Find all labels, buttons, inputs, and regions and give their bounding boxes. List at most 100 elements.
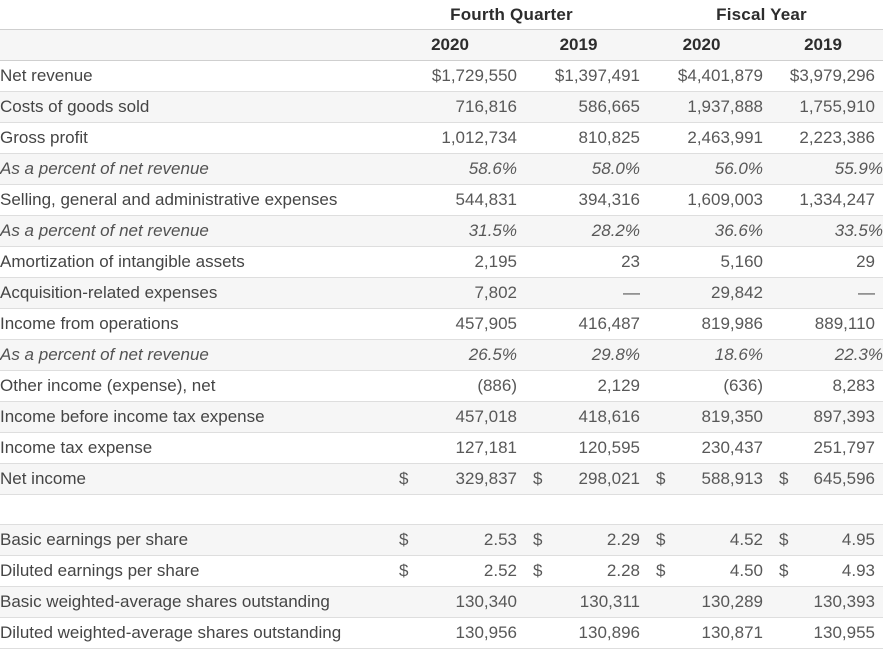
table-row: Selling, general and administrative expe… [0, 184, 883, 216]
value-cell: 1,937,888 [640, 91, 763, 123]
table-row: Gross profit 1,012,734 810,825 2,463,991 2,2… [0, 122, 883, 154]
value-cell: 2,129 [517, 370, 640, 402]
value-cell: 230,437 [640, 432, 763, 464]
currency-symbol: $ [656, 530, 666, 549]
row-label: Net income [0, 463, 383, 495]
currency-symbol: $ [779, 561, 789, 580]
value-cell: $645,596 [763, 463, 883, 495]
cell-value: 4.52 [729, 530, 763, 549]
value-cell: $329,837 [383, 463, 517, 495]
cell-value: 329,837 [455, 469, 517, 488]
table-row: Diluted earnings per share $2.52 $2.28 $4.5… [0, 555, 883, 587]
column-group-header-row: Fourth Quarter Fiscal Year [0, 0, 883, 30]
value-cell: 2,195 [383, 246, 517, 278]
value-cell: 457,905 [383, 308, 517, 340]
value-cell: 29.8% [517, 339, 640, 371]
value-cell: 130,955 [763, 617, 883, 649]
row-label: Diluted earnings per share [0, 555, 383, 587]
value-cell: 22.3% [763, 339, 883, 371]
currency-symbol: $ [779, 469, 789, 488]
value-cell: 586,665 [517, 91, 640, 123]
row-label: As a percent of net revenue [0, 153, 383, 185]
currency-symbol: $ [656, 469, 666, 488]
value-cell: 1,609,003 [640, 184, 763, 216]
table-row: As a percent of net revenue 26.5% 29.8% 18.… [0, 339, 883, 371]
value-cell: 26.5% [383, 339, 517, 371]
value-cell: 544,831 [383, 184, 517, 216]
value-cell: 127,181 [383, 432, 517, 464]
value-cell: 28.2% [517, 215, 640, 247]
row-label: Basic weighted-average shares outstandin… [0, 586, 383, 618]
value-cell: 418,616 [517, 401, 640, 433]
value-cell: 58.6% [383, 153, 517, 185]
spacer-cell [0, 494, 883, 525]
value-cell: $588,913 [640, 463, 763, 495]
value-cell: (886) [383, 370, 517, 402]
table-row: Other income (expense), net (886) 2,129 (63… [0, 370, 883, 402]
cell-value: 2.52 [483, 561, 517, 580]
table-row: Net income $329,837 $298,021 $588,913 $645,5… [0, 463, 883, 495]
row-label: Income before income tax expense [0, 401, 383, 433]
value-cell: 2,223,386 [763, 122, 883, 154]
row-label: Gross profit [0, 122, 383, 154]
row-label: Diluted weighted-average shares outstand… [0, 617, 383, 649]
value-cell: $4.50 [640, 555, 763, 587]
value-cell: 2,463,991 [640, 122, 763, 154]
row-label: Acquisition-related expenses [0, 277, 383, 309]
currency-symbol: $ [533, 530, 543, 549]
cell-value: 645,596 [813, 469, 875, 488]
year-header-fy-2020: 2020 [640, 29, 763, 61]
value-cell: (636) [640, 370, 763, 402]
value-cell: 897,393 [763, 401, 883, 433]
value-cell: 716,816 [383, 91, 517, 123]
row-label: Basic earnings per share [0, 524, 383, 556]
value-cell: 36.6% [640, 215, 763, 247]
value-cell: $4.95 [763, 524, 883, 556]
value-cell: 819,986 [640, 308, 763, 340]
value-cell: $2.53 [383, 524, 517, 556]
value-cell: 130,311 [517, 586, 640, 618]
value-cell: 457,018 [383, 401, 517, 433]
value-cell: 18.6% [640, 339, 763, 371]
cell-value: 2.29 [606, 530, 640, 549]
value-cell: 29,842 [640, 277, 763, 309]
value-cell: $298,021 [517, 463, 640, 495]
row-label: Net revenue [0, 60, 383, 92]
currency-symbol: $ [399, 469, 409, 488]
table-row: As a percent of net revenue 58.6% 58.0% 56.… [0, 153, 883, 185]
cell-value: 2.28 [606, 561, 640, 580]
value-cell: 394,316 [517, 184, 640, 216]
value-cell: 889,110 [763, 308, 883, 340]
value-cell: 416,487 [517, 308, 640, 340]
currency-symbol: $ [656, 561, 666, 580]
spacer-row [0, 494, 883, 525]
cell-value: 2.53 [483, 530, 517, 549]
row-label: As a percent of net revenue [0, 215, 383, 247]
value-cell: 1,334,247 [763, 184, 883, 216]
table-row: Amortization of intangible assets 2,195 23… [0, 246, 883, 278]
value-cell: 58.0% [517, 153, 640, 185]
table-row: Net revenue $1,729,550 $1,397,491 $4,401,87… [0, 60, 883, 92]
value-cell: 819,350 [640, 401, 763, 433]
row-label: Other income (expense), net [0, 370, 383, 402]
value-cell: 1,755,910 [763, 91, 883, 123]
cell-value: 4.50 [729, 561, 763, 580]
table-row: Income before income tax expense 457,018 4… [0, 401, 883, 433]
value-cell: 130,871 [640, 617, 763, 649]
value-cell: 8,283 [763, 370, 883, 402]
table-row: Income tax expense 127,181 120,595 230,437 2… [0, 432, 883, 464]
value-cell: 55.9% [763, 153, 883, 185]
value-cell: $4,401,879 [640, 60, 763, 92]
value-cell: 130,896 [517, 617, 640, 649]
cell-value: 4.95 [841, 530, 875, 549]
row-label: As a percent of net revenue [0, 339, 383, 371]
year-header-q4-2019: 2019 [517, 29, 640, 61]
value-cell: $4.93 [763, 555, 883, 587]
row-label: Amortization of intangible assets [0, 246, 383, 278]
table-body: Net revenue $1,729,550 $1,397,491 $4,401,87… [0, 60, 883, 649]
value-cell: 120,595 [517, 432, 640, 464]
value-cell: 1,012,734 [383, 122, 517, 154]
value-cell: 7,802 [383, 277, 517, 309]
row-label: Costs of goods sold [0, 91, 383, 123]
